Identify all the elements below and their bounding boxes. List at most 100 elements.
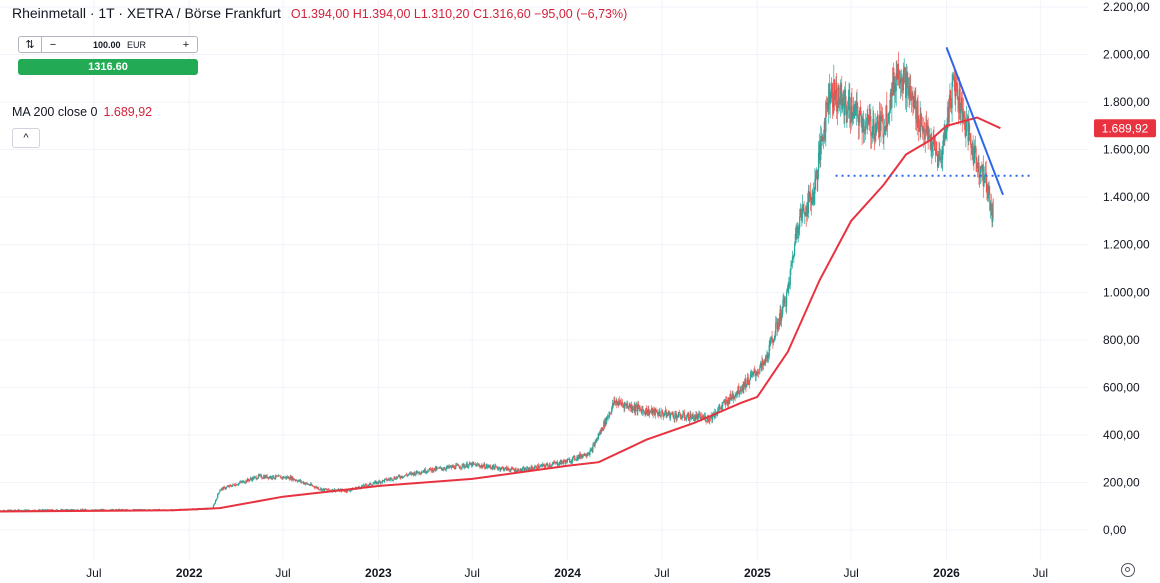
candle-body — [364, 484, 366, 487]
candle-body — [844, 89, 846, 116]
candle-body — [656, 412, 659, 415]
candle-body — [405, 474, 407, 476]
candle-body — [554, 462, 556, 464]
candle-body — [800, 208, 802, 218]
candle-body — [672, 414, 675, 419]
candle-body — [242, 480, 244, 482]
candle-body — [775, 322, 777, 336]
candle-body — [390, 478, 392, 479]
candle-body — [381, 481, 383, 483]
candle-body — [757, 371, 759, 375]
candle-body — [578, 455, 580, 458]
candle-body — [232, 484, 234, 486]
decrease-quantity-button[interactable]: − — [49, 38, 57, 51]
candle-body — [851, 97, 853, 120]
buy-button[interactable]: 1316.60 — [18, 59, 198, 75]
candle-body — [373, 481, 376, 484]
candle-body — [802, 204, 804, 209]
candle-body — [511, 467, 513, 470]
candle-body — [971, 148, 973, 154]
candle-body — [754, 373, 757, 376]
candle-body — [328, 489, 331, 491]
candle-body — [373, 483, 375, 485]
candle-body — [598, 433, 600, 437]
candle-body — [966, 119, 968, 132]
candle-body — [406, 475, 408, 476]
candle-body — [295, 480, 297, 481]
candle-body — [653, 408, 655, 411]
candle-body — [595, 438, 598, 443]
candle-body — [370, 484, 373, 486]
candle-body — [848, 96, 850, 100]
candle-body — [492, 464, 495, 468]
candle-body — [402, 477, 405, 478]
candle-body — [494, 465, 496, 470]
candle-body — [24, 509, 26, 511]
candle-body — [836, 83, 838, 112]
candle-body — [762, 362, 765, 365]
candle-body — [692, 414, 694, 416]
candle-body — [225, 486, 228, 489]
candle-body — [860, 114, 862, 128]
candle-body — [409, 473, 411, 474]
candle-body — [614, 400, 616, 403]
candle-body — [543, 464, 545, 467]
candle-body — [579, 453, 581, 458]
price-label-box — [1094, 119, 1156, 138]
candle-body — [345, 490, 347, 492]
candle-body — [717, 409, 720, 411]
candle-body — [597, 436, 599, 440]
candle-body — [513, 469, 516, 472]
candle-body — [376, 481, 378, 484]
candle-body — [244, 482, 246, 484]
candle-body — [513, 469, 515, 471]
candle-body — [116, 509, 118, 511]
candle-body — [651, 408, 653, 412]
candle-body — [522, 467, 524, 469]
candle-body — [743, 382, 745, 391]
y-axis: 0,00 200,00 400,00 600,00 800,00 1.000,00 1.20… — [1103, 0, 1150, 537]
quantity-input[interactable]: 100.00 EUR — [64, 40, 175, 50]
price-label-text: 1.689,92 — [1102, 121, 1149, 135]
candle-body — [487, 466, 489, 468]
candle-body — [28, 509, 30, 511]
candle-body — [385, 478, 387, 480]
candle-body — [418, 471, 420, 474]
candle-body — [756, 374, 758, 375]
candle-body — [903, 67, 905, 70]
candle-body — [693, 417, 696, 421]
close-value: C1.316,60 — [472, 7, 531, 21]
chart-header: Rheinmetall · 1T · XETRA / Börse Frankfu… — [12, 5, 627, 21]
candle-body — [908, 86, 910, 98]
candle-body — [417, 472, 419, 474]
candle-body — [472, 462, 474, 464]
candle-body — [815, 174, 817, 180]
candle-body — [46, 509, 48, 511]
candle-body — [984, 175, 986, 177]
candle-body — [677, 412, 680, 418]
collapse-legend-button[interactable]: ^ — [12, 128, 40, 148]
candle-body — [413, 473, 415, 476]
symbol-title[interactable]: Rheinmetall · 1T · XETRA / Börse Frankfu… — [12, 5, 281, 21]
candle-body — [311, 485, 313, 487]
candle-body — [958, 97, 960, 110]
settings-gear-icon[interactable] — [1121, 563, 1135, 577]
candle-body — [600, 427, 603, 432]
candle-body — [926, 122, 928, 135]
candle-body — [378, 480, 380, 484]
candle-body — [225, 488, 227, 490]
y-tick-label: 0,00 — [1103, 523, 1127, 537]
candle-body — [411, 472, 413, 475]
candle-body — [511, 467, 513, 469]
candle-body — [752, 372, 754, 374]
candle-body — [218, 492, 220, 494]
indicator-legend[interactable]: MA 200 close 0 1.689,92 — [12, 105, 152, 119]
candle-body — [521, 468, 524, 471]
candle-body — [940, 157, 942, 160]
sync-icon[interactable]: ⇅ — [25, 39, 35, 51]
increase-quantity-button[interactable]: + — [182, 38, 190, 51]
candle-body — [881, 115, 883, 116]
candle-body — [561, 462, 564, 464]
candle-body — [416, 470, 418, 473]
